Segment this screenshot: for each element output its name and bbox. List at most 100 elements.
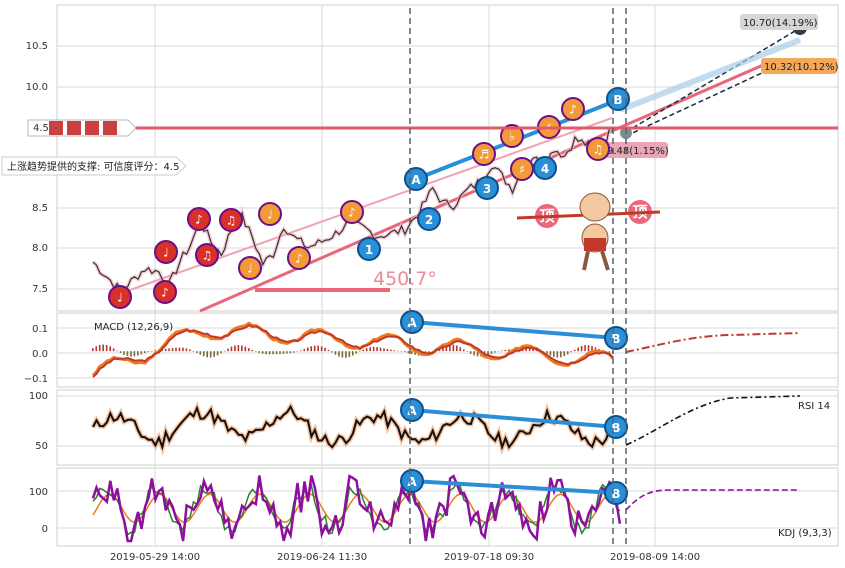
macd-hist-bar-39 xyxy=(227,348,229,352)
macd-hist-bar-104 xyxy=(452,344,455,352)
macd-hist-bar-125 xyxy=(525,347,527,352)
macd-hist-bar-3 xyxy=(102,344,104,352)
support-callout-shape xyxy=(1,156,187,176)
note-red-3-label: ♪ xyxy=(195,213,203,227)
note-orange-0-label: ♩ xyxy=(247,262,253,276)
macd-hist-bar-62 xyxy=(306,347,309,352)
support-callout: 上涨趋势提供的支撑: 可信度评分：4.5 xyxy=(1,156,187,176)
macd-hist-bar-87 xyxy=(393,350,396,352)
macd-hist-bar-18 xyxy=(154,350,156,352)
macd-hist-bar-110 xyxy=(473,351,475,356)
macd-pattern-b-label: B xyxy=(611,332,620,346)
callout-box-2 xyxy=(604,142,668,158)
macd-hist-bar-9 xyxy=(123,351,125,355)
macd-hist-bar-73 xyxy=(345,351,347,358)
macd-hist-bar-70 xyxy=(334,351,337,355)
macd-hist-bar-50 xyxy=(265,351,267,355)
macd-hist-bar-26 xyxy=(182,347,184,352)
macd-hist-bar-134 xyxy=(556,351,559,358)
macd-hist-bar-5 xyxy=(109,346,111,352)
macd-hist-bar-118 xyxy=(501,350,503,352)
macd-hist-bar-14 xyxy=(140,351,143,355)
macd-hist-bar-138 xyxy=(570,351,572,353)
macd-hist-bar-24 xyxy=(175,347,177,352)
macd-hist-bar-143 xyxy=(587,345,590,352)
macd-hist-bar-92 xyxy=(410,351,413,354)
macd-hist-bar-102 xyxy=(445,345,448,352)
note-orange-3-label: ♪ xyxy=(348,206,356,220)
pattern-2-label: 2 xyxy=(425,213,433,227)
macd-hist-bar-86 xyxy=(390,349,392,352)
projection-high xyxy=(625,27,801,133)
note-orange-2-circle xyxy=(287,246,311,270)
macd-hist-bar-48 xyxy=(258,351,260,353)
mascot-leg-right xyxy=(600,250,610,271)
pattern-1-label: 1 xyxy=(365,243,373,257)
macd-hist-bar-17 xyxy=(150,350,153,352)
macd-hist-bar-75 xyxy=(352,351,354,356)
macd-hist-bar-78 xyxy=(362,349,364,352)
kdj-layer: AB xyxy=(91,469,800,543)
note-red-4-label: ♫ xyxy=(202,249,213,263)
macd-hist-bar-71 xyxy=(338,351,340,357)
macd-hist-bar-56 xyxy=(286,351,288,354)
rsi-title: RSI 14 xyxy=(798,401,830,412)
macd-hist-bar-0 xyxy=(92,348,94,352)
x-tick-0809: 2019-08-09 14:00 xyxy=(610,552,700,563)
macd-hist-bar-77 xyxy=(358,351,361,352)
rsi-projection xyxy=(625,395,801,446)
macd-hist-bar-49 xyxy=(261,351,264,354)
macd-hist-bar-136 xyxy=(563,351,566,357)
rsi-y-tick-50: 50 xyxy=(35,441,48,452)
macd-hist-bar-137 xyxy=(566,351,569,355)
macd-projection xyxy=(625,332,801,353)
kdj-j-line xyxy=(91,474,622,543)
macd-hist-bar-55 xyxy=(282,351,285,354)
kdj-pattern-a-circle xyxy=(400,469,424,493)
macd-hist-bar-1 xyxy=(95,346,98,352)
kdj-projection xyxy=(625,489,800,511)
macd-hist-bar-139 xyxy=(573,349,576,352)
note-red-0-label: ♩ xyxy=(117,291,123,305)
macd-hist-bar-11 xyxy=(130,351,132,357)
macd-hist-bar-2 xyxy=(98,344,101,352)
macd-hist-bar-37 xyxy=(220,351,222,354)
macd-hist-bar-84 xyxy=(383,348,385,352)
note-orange-8-circle xyxy=(561,97,585,121)
note-orange-5-label: ♭ xyxy=(509,130,515,144)
macd-hist-bar-29 xyxy=(192,350,195,352)
macd-hist-bar-35 xyxy=(213,351,215,357)
rsi-y-tick-100: 100 xyxy=(29,391,48,402)
note-orange-4-label: ♬ xyxy=(479,148,490,162)
macd-hist-bar-107 xyxy=(462,349,465,352)
macd-hist-bar-135 xyxy=(560,351,562,358)
kdj-pattern-b-circle xyxy=(604,481,628,505)
macd-hist-bar-80 xyxy=(369,347,371,352)
price-y-tick-7-5: 7.5 xyxy=(32,284,48,295)
macd-hist-bar-42 xyxy=(237,345,240,352)
macd-hist-bar-21 xyxy=(164,348,167,352)
macd-hist-bar-106 xyxy=(459,347,462,352)
pattern-4-circle xyxy=(533,156,557,180)
kdj-divergence-line xyxy=(411,479,617,495)
x-tick-0624: 2019-06-24 11:30 xyxy=(277,552,367,563)
macd-hist-bar-89 xyxy=(400,351,403,352)
x-tick-0718: 2019-07-18 09:30 xyxy=(444,552,534,563)
macd-hist-bar-32 xyxy=(202,351,205,357)
resistance-level-label: 4.5 xyxy=(33,123,49,134)
note-orange-5-circle xyxy=(500,124,524,148)
macd-title: MACD (12,26,9) xyxy=(94,322,173,333)
note-red-5-circle xyxy=(219,208,243,232)
note-red-1-circle xyxy=(153,280,177,304)
macd-pattern-a-circle xyxy=(400,310,424,334)
callout-text-2: 9.48(1.15%) xyxy=(607,146,669,157)
callout-box-1 xyxy=(761,58,837,74)
macd-pattern-b-circle xyxy=(604,326,628,350)
macd-hist-bar-76 xyxy=(355,351,358,354)
macd-hist-bar-15 xyxy=(144,351,146,354)
macd-hist-bar-119 xyxy=(504,349,507,352)
callout-box-0 xyxy=(740,14,818,30)
macd-hist-bar-68 xyxy=(327,349,330,352)
macd-hist-bar-66 xyxy=(320,346,323,352)
